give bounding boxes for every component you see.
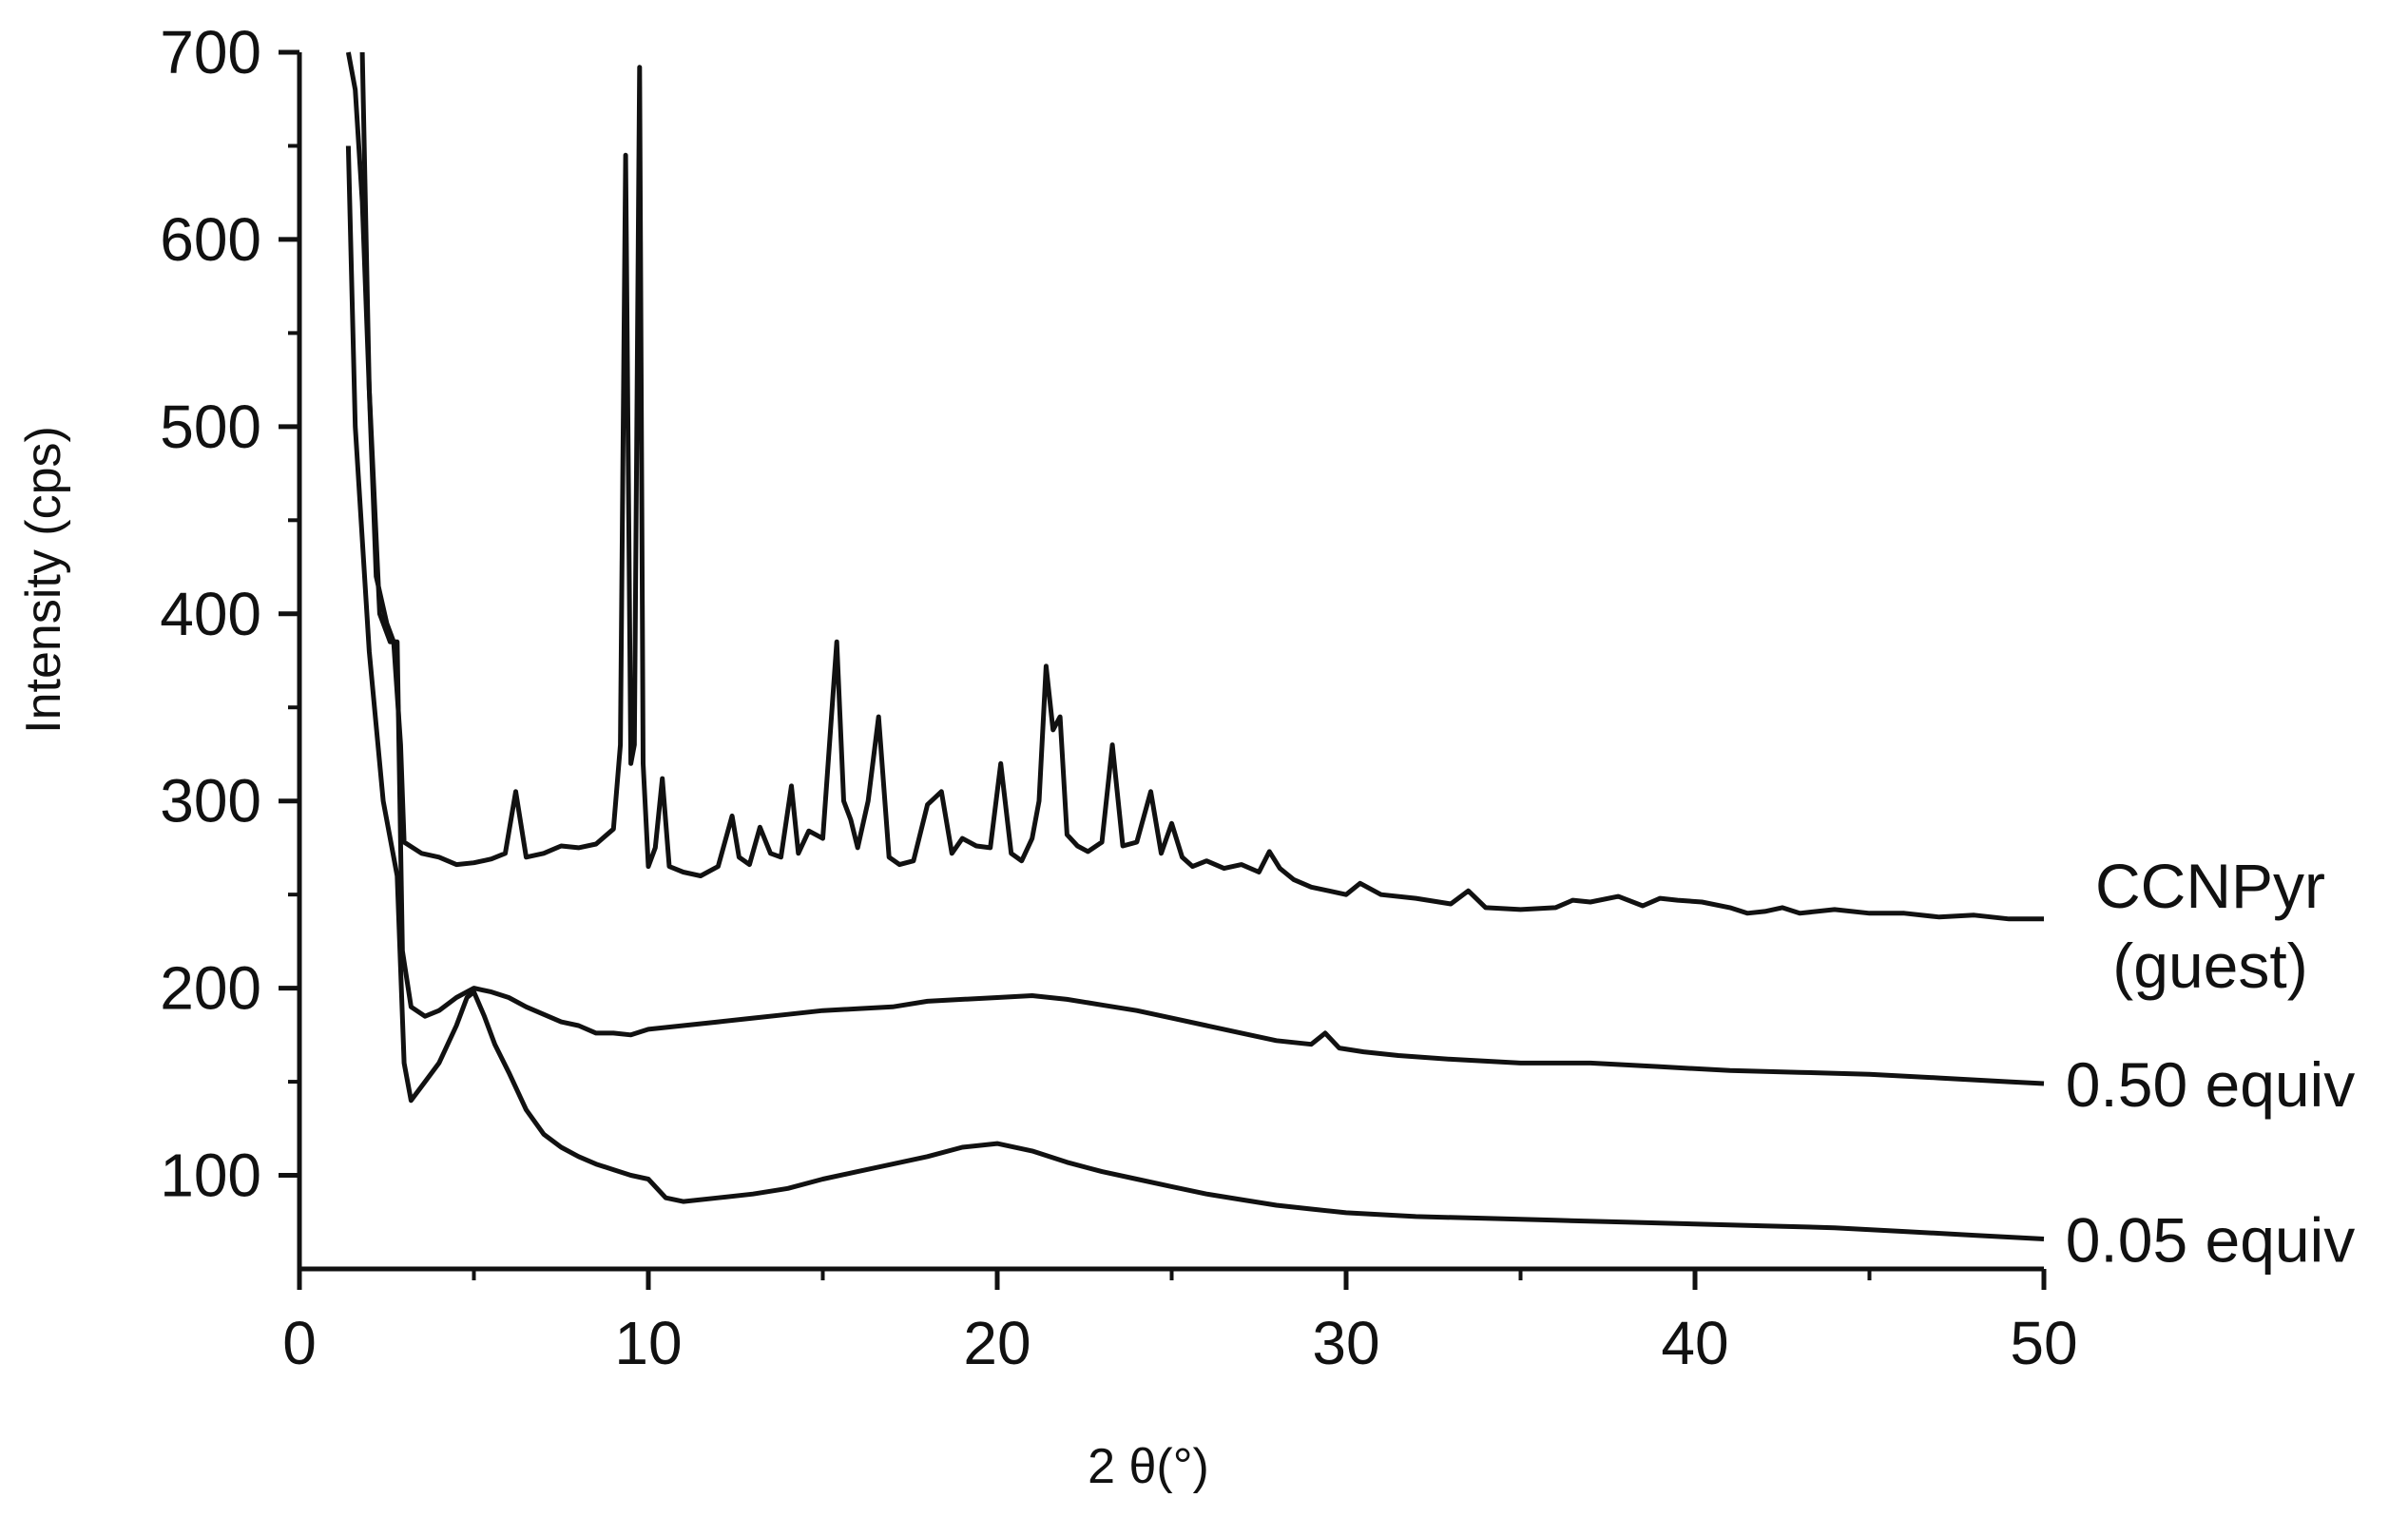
series-labels: CCNPyr (guest) 0.50 equiv 0.05 equiv [2066,851,2356,1276]
x-tick-label: 50 [2010,1309,2077,1377]
series-line-0-05-equiv [345,145,2045,1241]
x-tick-label: 40 [1661,1309,1728,1377]
axes [297,52,2044,1272]
series-line-ccnpyr-guest [345,51,2044,922]
y-tick-label: 500 [160,393,261,461]
x-tick-label: 30 [1312,1309,1379,1377]
y-axis-label: Intensity (cps) [16,426,71,734]
x-tick-label: 20 [963,1309,1031,1377]
y-tick-label: 400 [160,580,261,648]
series-lines [345,51,2045,1241]
series-label-ccnpyr-guest: (guest) [2112,931,2307,1001]
x-tick-label: 10 [614,1309,682,1377]
series-label-ccnpyr-guest: CCNPyr [2095,851,2325,921]
tick-labels: 0 10 20 30 40 50 100 200 300 400 500 600 700 [160,18,2077,1377]
y-tick-label: 200 [160,954,261,1023]
series-line-0-50-equiv [359,51,2045,1086]
series-label-0-05-equiv: 0.05 equiv [2066,1204,2356,1275]
x-axis-label: 2 θ(°) [1088,1439,1209,1494]
y-tick-label: 700 [160,18,261,86]
x-tick-label: 0 [282,1309,317,1377]
y-tick-label: 600 [160,205,261,274]
y-tick-label: 100 [160,1142,261,1210]
ticks [279,49,2047,1290]
series-label-0-50-equiv: 0.50 equiv [2066,1049,2356,1120]
y-tick-label: 300 [160,767,261,835]
